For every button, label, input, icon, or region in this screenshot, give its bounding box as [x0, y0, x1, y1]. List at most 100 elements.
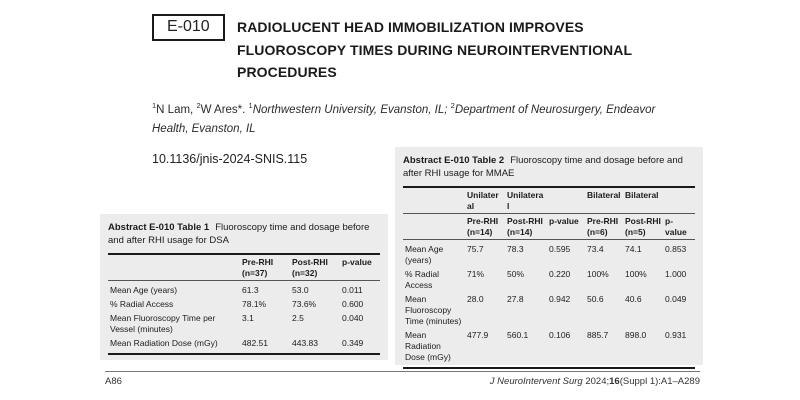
- subheader: Post-RHI (n=5): [625, 215, 661, 237]
- citation-pages: (Suppl 1):A1–A289: [619, 376, 700, 387]
- affiliation-1-superscript: 1: [248, 101, 253, 110]
- subheader: Pre-RHI (n=6): [587, 215, 619, 237]
- cell-post: 2.5: [292, 313, 304, 323]
- row-label: Mean Age (years): [405, 244, 444, 265]
- row-label: Mean Radiation Dose (mGy): [405, 330, 451, 362]
- cell-post: 73.6%: [292, 299, 317, 309]
- row-label: Mean Age (years): [110, 285, 178, 295]
- abstract-id-box: E-010: [152, 14, 225, 41]
- page-number: A86: [105, 376, 122, 387]
- cell: 885.7: [587, 330, 609, 340]
- abstract-title: RADIOLUCENT HEAD IMMOBILIZATION IMPROVES…: [237, 19, 632, 80]
- journal-title: J NeuroIntervent Surg: [489, 376, 583, 387]
- table-row: Mean Radiation Dose (mGy) 477.9 560.1 0.…: [403, 329, 695, 369]
- table-row: % Radial Access 78.1% 73.6% 0.600: [108, 298, 380, 312]
- subheader: Pre-RHI (n=14): [467, 215, 499, 237]
- cell-post: 53.0: [292, 285, 309, 295]
- row-label: Mean Fluoroscopy Time per Vessel (minute…: [110, 313, 216, 334]
- table-1-header-post: Post-RHI (n=32): [292, 256, 328, 278]
- cell: 40.6: [625, 294, 642, 304]
- cell-pre: 78.1%: [242, 299, 267, 309]
- cell: 100%: [625, 269, 647, 279]
- row-label: Mean Radiation Dose (mGy): [110, 338, 218, 348]
- table-1: Pre-RHI (n=37) Post-RHI (n=32) p-value M…: [108, 253, 380, 355]
- cell: 73.4: [587, 244, 604, 254]
- cell: 898.0: [625, 330, 647, 340]
- cell-pre: 3.1: [242, 313, 254, 323]
- affiliation-2: Department of Neurosurgery, Endeavor Hea…: [152, 103, 656, 135]
- cell: 1.000: [665, 269, 687, 279]
- group-header: [663, 187, 695, 214]
- cell: 78.3: [507, 244, 524, 254]
- table-1-caption-label: Abstract E-010 Table 1: [108, 222, 210, 233]
- cell: 560.1: [507, 330, 529, 340]
- author-2: W Ares*.: [200, 103, 249, 116]
- table-2-group-header-row: Unilateral Unilateral Bilateral Bilatera…: [403, 187, 695, 214]
- table-row: Mean Fluoroscopy Time per Vessel (minute…: [108, 312, 380, 337]
- cell: 27.8: [507, 294, 524, 304]
- doi: 10.1136/jnis-2024-SNIS.115: [152, 152, 308, 166]
- author-affiliation-line: 1N Lam, 2W Ares*. 1Northwestern Universi…: [152, 96, 667, 139]
- table-row: Mean Fluoroscopy Time (minutes) 28.0 27.…: [403, 293, 695, 329]
- journal-citation: J NeuroIntervent Surg 2024;16(Suppl 1):A…: [490, 376, 700, 387]
- table-1-header-empty: [108, 254, 240, 281]
- row-label: % Radial Access: [110, 299, 174, 309]
- table-2-subheader-row: Pre-RHI (n=14) Post-RHI (n=14) p-value P…: [403, 214, 695, 240]
- subheader: p-value: [665, 215, 687, 237]
- table-row: Mean Age (years) 61.3 53.0 0.011: [108, 281, 380, 298]
- row-label: Mean Fluoroscopy Time (minutes): [405, 294, 462, 326]
- cell-pre: 61.3: [242, 285, 259, 295]
- group-header: Unilateral: [467, 189, 499, 211]
- subheader-empty: [403, 214, 465, 240]
- abstract-id: E-010: [167, 18, 210, 35]
- cell: 0.049: [665, 294, 687, 304]
- group-header: [547, 187, 585, 214]
- table-2-box: Abstract E-010 Table 2 Fluoroscopy time a…: [395, 147, 703, 369]
- cell: 0.220: [549, 269, 571, 279]
- table-1-header-pre: Pre-RHI (n=37): [242, 256, 274, 278]
- table-1-caption: Abstract E-010 Table 1 Fluoroscopy time a…: [108, 222, 380, 247]
- cell-pvalue: 0.040: [342, 313, 364, 323]
- table-2-caption-label: Abstract E-010 Table 2: [403, 155, 505, 166]
- cell: 50.6: [587, 294, 604, 304]
- cell: 28.0: [467, 294, 484, 304]
- row-label: % Radial Access: [405, 269, 440, 290]
- group-header: Bilateral: [587, 189, 621, 200]
- cell: 477.9: [467, 330, 489, 340]
- footer-rule: [105, 371, 700, 372]
- table-1-box: Abstract E-010 Table 1 Fluoroscopy time a…: [100, 214, 388, 360]
- cell: 50%: [507, 269, 525, 279]
- table-row: Mean Radiation Dose (mGy) 482.51 443.83 …: [108, 337, 380, 355]
- table-1-caption-text: Fluoroscopy time and dosage before and a…: [108, 222, 370, 246]
- cell: 0.106: [549, 330, 571, 340]
- cell-pre: 482.51: [242, 338, 268, 348]
- cell-post: 443.83: [292, 338, 318, 348]
- author-2-superscript: 2: [196, 101, 201, 110]
- citation-year: 2024;: [582, 376, 610, 387]
- group-header-empty: [403, 187, 465, 214]
- subheader: p-value: [549, 215, 579, 226]
- cell-pvalue: 0.011: [342, 285, 363, 295]
- cell: 0.595: [549, 244, 571, 254]
- table-row: % Radial Access 71% 50% 0.220 100% 100% …: [403, 268, 695, 293]
- cell: 75.7: [467, 244, 484, 254]
- cell: 74.1: [625, 244, 642, 254]
- cell: 100%: [587, 269, 609, 279]
- cell: 71%: [467, 269, 485, 279]
- group-header: Unilateral: [507, 189, 544, 211]
- author-1: N Lam,: [156, 103, 197, 116]
- table-1-header-pvalue: p-value: [342, 256, 372, 267]
- cell: 0.931: [665, 330, 687, 340]
- table-row: Mean Age (years) 75.7 78.3 0.595 73.4 74…: [403, 240, 695, 268]
- subheader: Post-RHI (n=14): [507, 215, 543, 237]
- affiliation-1: Northwestern University, Evanston, IL;: [252, 103, 451, 116]
- table-2-caption: Abstract E-010 Table 2 Fluoroscopy time a…: [403, 155, 695, 180]
- table-2-caption-text: Fluoroscopy time and dosage before and a…: [403, 155, 683, 179]
- author-1-superscript: 1: [152, 101, 157, 110]
- table-2: Unilateral Unilateral Bilateral Bilatera…: [403, 186, 695, 369]
- group-header: Bilateral: [625, 189, 659, 200]
- cell-pvalue: 0.349: [342, 338, 364, 348]
- cell-pvalue: 0.600: [342, 299, 364, 309]
- cell: 0.942: [549, 294, 571, 304]
